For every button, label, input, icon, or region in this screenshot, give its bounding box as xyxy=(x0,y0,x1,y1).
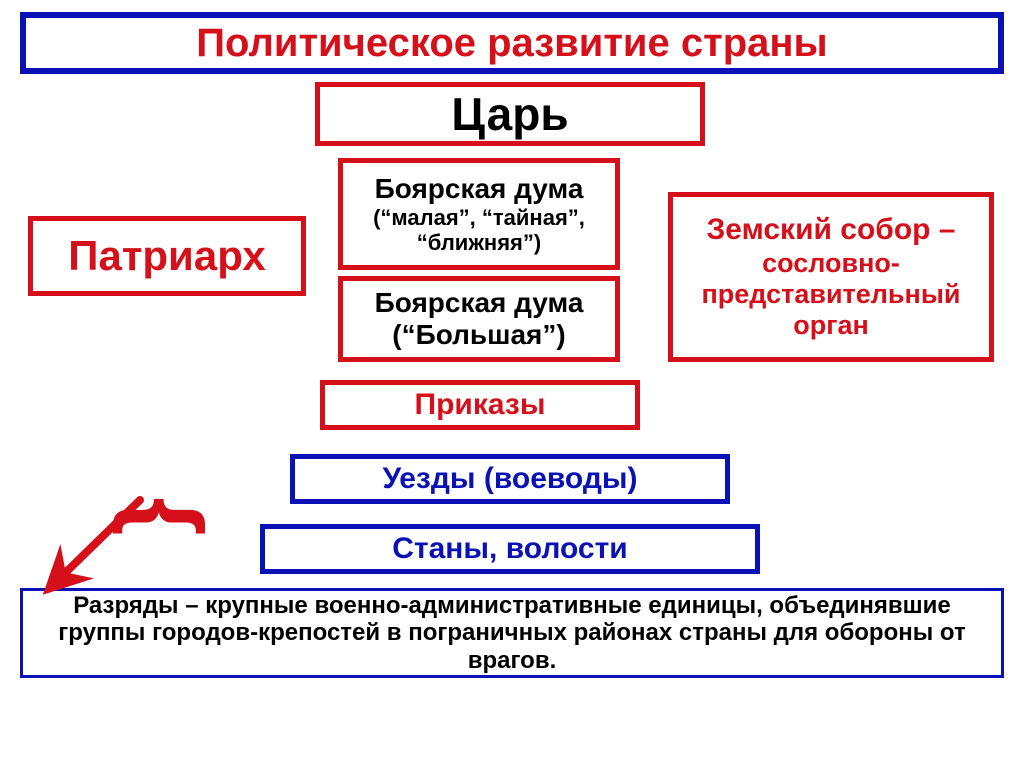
zemsky-line2: сословно- xyxy=(762,248,900,279)
footer-box: Разряды – крупные военно-административны… xyxy=(20,588,1004,678)
footer-rest: – крупные военно-административные единиц… xyxy=(58,592,965,674)
footer-paragraph: Разряды – крупные военно-административны… xyxy=(33,592,991,675)
node-zemsky: Земский собор – сословно- представительн… xyxy=(668,192,994,362)
patriarch-text: Патриарх xyxy=(68,232,265,280)
node-duma-big: Боярская дума (“Большая”) xyxy=(338,276,620,362)
duma-small-line1: Боярская дума xyxy=(375,173,584,205)
duma-big-line1: Боярская дума xyxy=(375,287,584,319)
zemsky-line3: представительный xyxy=(701,279,960,310)
zemsky-line4: орган xyxy=(793,310,869,341)
node-prikazy: Приказы xyxy=(320,380,640,430)
node-uezdy: Уезды (воеводы) xyxy=(290,454,730,504)
node-duma-small: Боярская дума (“малая”, “тайная”, “ближн… xyxy=(338,158,620,270)
tsar-text: Царь xyxy=(451,88,568,141)
brace-icon: { xyxy=(111,497,224,535)
brace-glyph: { xyxy=(113,497,223,535)
zemsky-line1: Земский собор – xyxy=(706,213,955,248)
prikazy-text: Приказы xyxy=(415,388,546,423)
stany-text: Станы, волости xyxy=(392,532,628,567)
uezdy-text: Уезды (воеводы) xyxy=(382,462,637,497)
node-tsar: Царь xyxy=(315,82,705,146)
node-stany: Станы, волости xyxy=(260,524,760,574)
footer-lead: Разряды xyxy=(73,592,178,619)
duma-big-line2: (“Большая”) xyxy=(392,319,565,351)
duma-small-line2: (“малая”, “тайная”, xyxy=(373,205,585,230)
title-text: Политическое развитие страны xyxy=(196,20,827,66)
duma-small-line3: “ближняя”) xyxy=(417,230,541,255)
title-box: Политическое развитие страны xyxy=(20,12,1004,74)
node-patriarch: Патриарх xyxy=(28,216,306,296)
